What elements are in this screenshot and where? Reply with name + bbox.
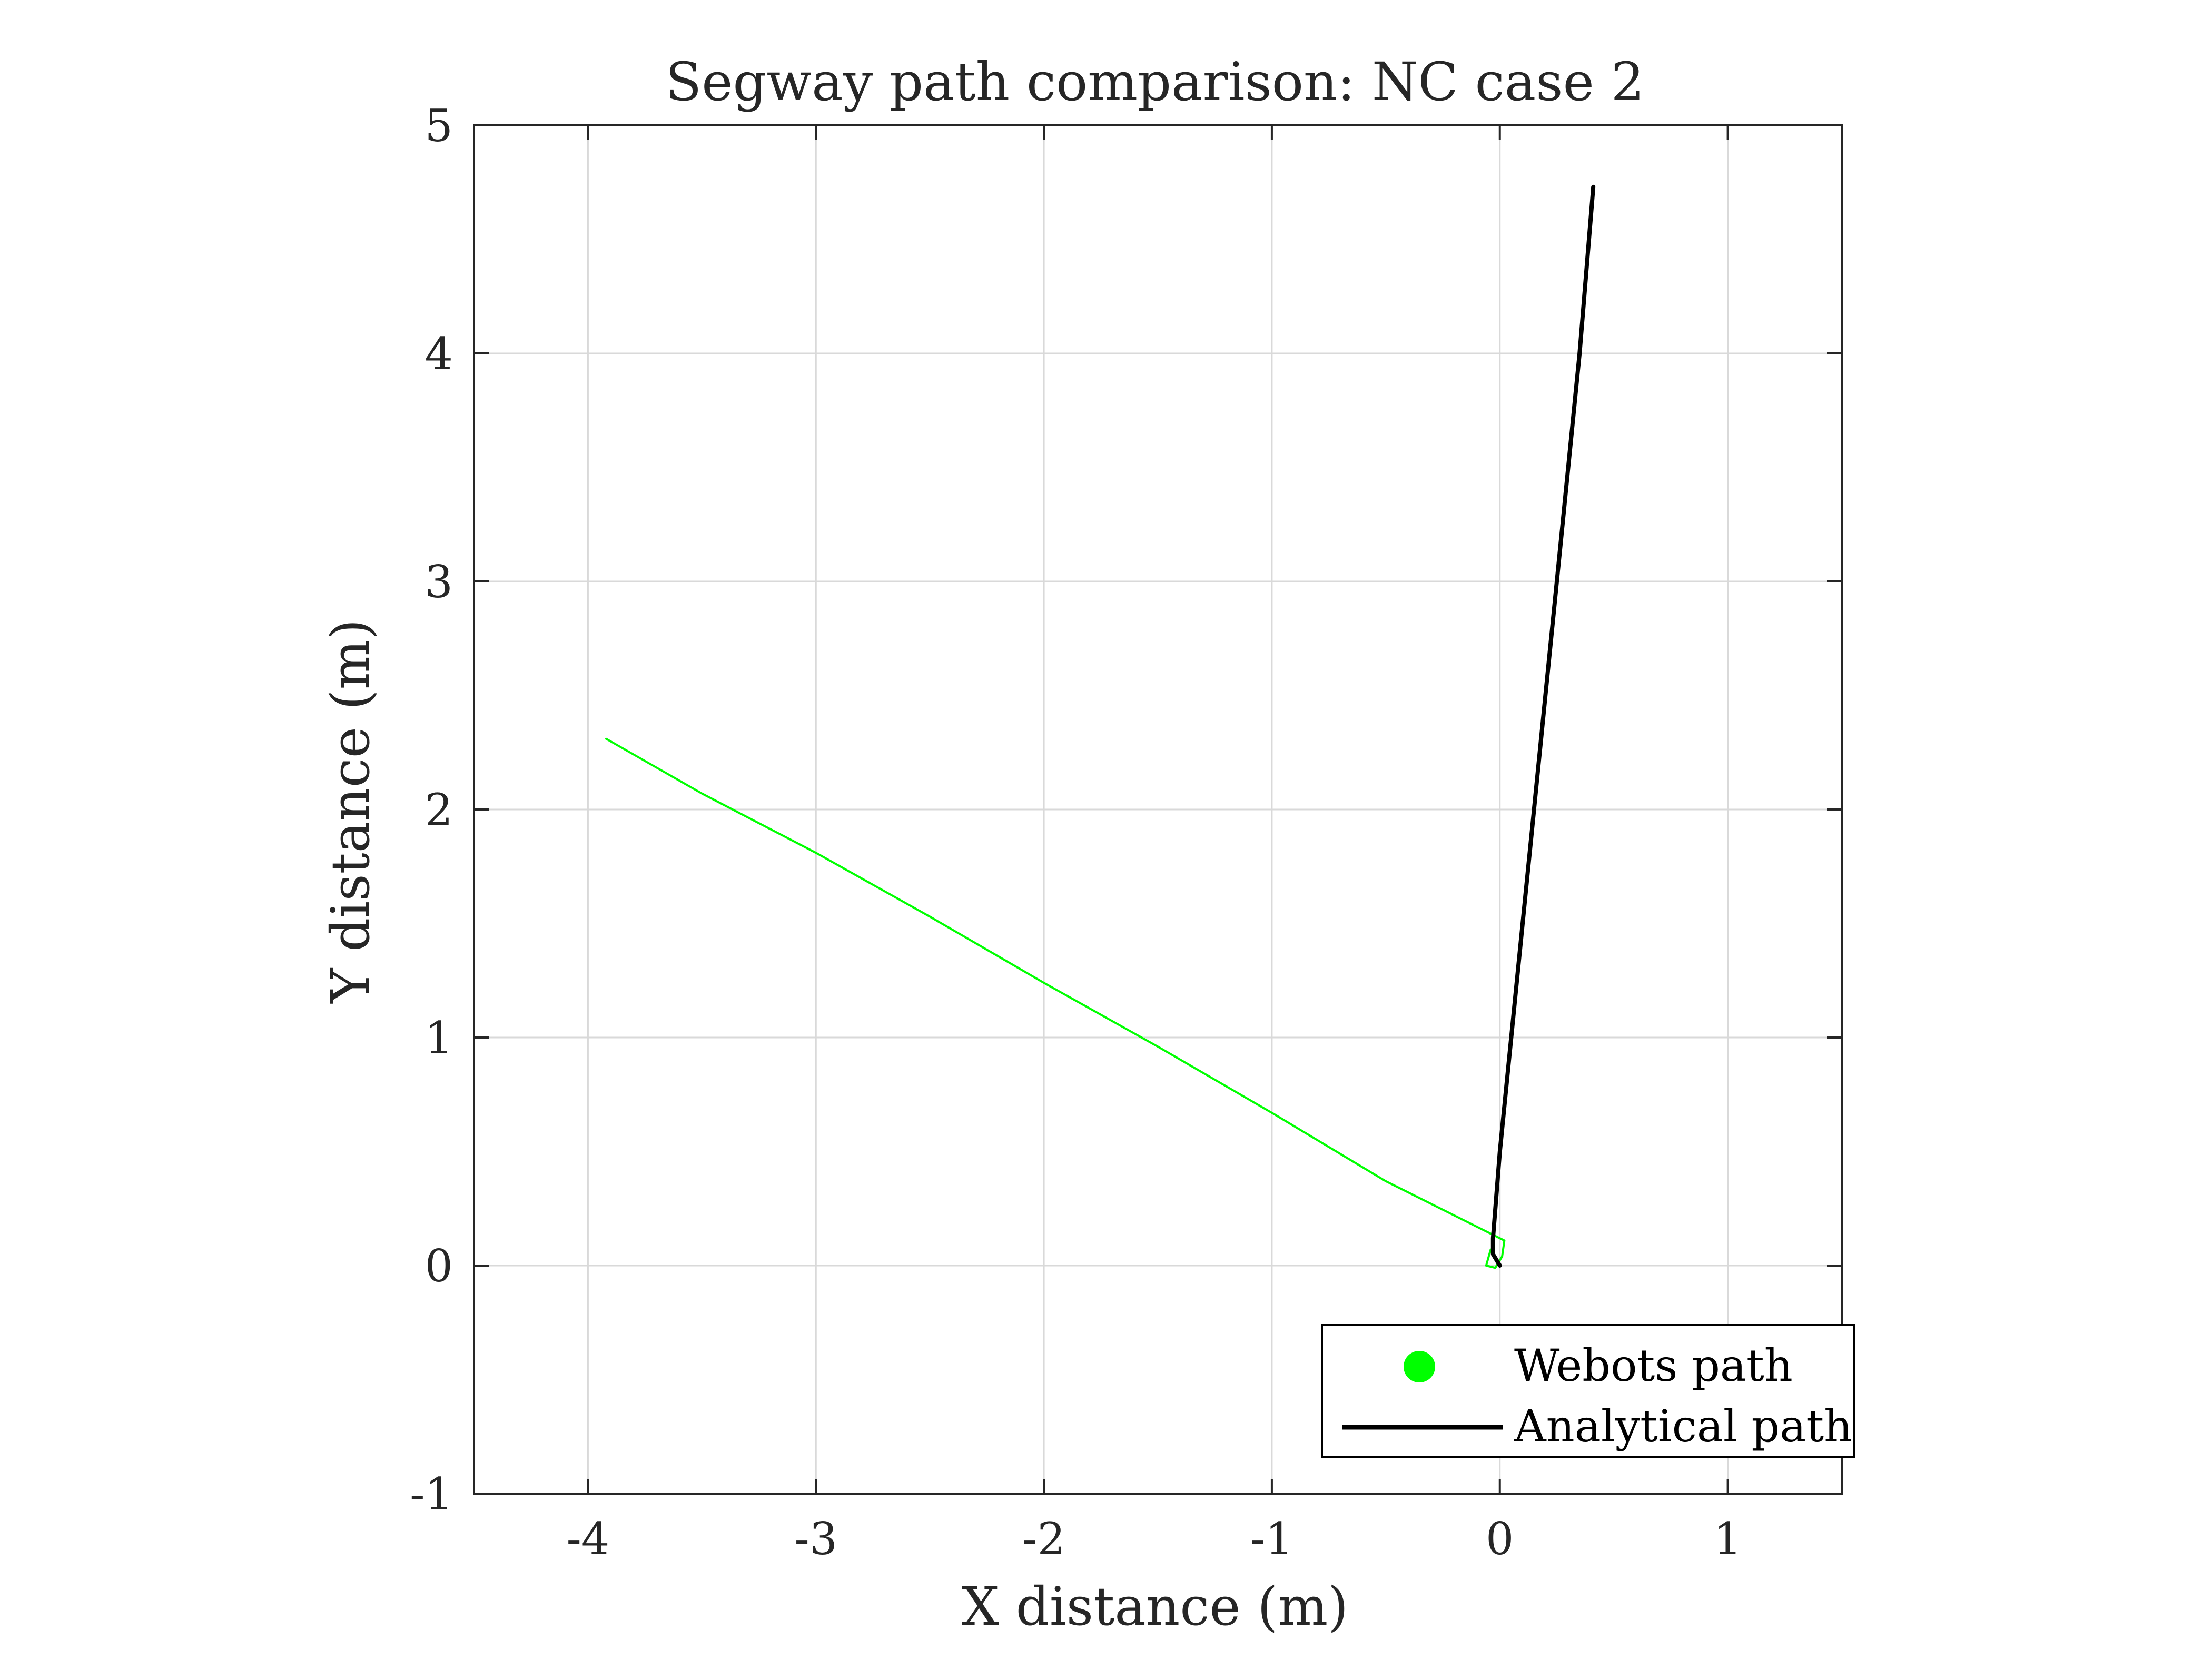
x-tick-label: -1 <box>1250 1513 1293 1565</box>
legend-marker-webots <box>1404 1351 1435 1382</box>
y-tick-label: 3 <box>425 556 453 608</box>
ticks: -4 -3 -2 -1 0 1 -1 0 1 2 3 4 5 <box>410 100 1842 1565</box>
series-line-webots-path <box>605 737 1506 1269</box>
series-layer <box>605 184 1596 1269</box>
x-tick-label: -3 <box>794 1513 837 1565</box>
legend: Webots path Analytical path <box>1321 1324 1855 1458</box>
x-tick-label: 1 <box>1714 1513 1742 1565</box>
x-tick-label: 0 <box>1486 1513 1514 1565</box>
y-tick-label: 0 <box>425 1240 453 1292</box>
y-tick-label: 4 <box>425 328 453 380</box>
y-tick-label: 5 <box>425 100 453 152</box>
y-tick-label: 1 <box>425 1012 453 1064</box>
x-tick-label: -2 <box>1022 1513 1065 1565</box>
series-line-analytical-path <box>1490 184 1596 1268</box>
x-tick-label: -4 <box>567 1513 610 1565</box>
y-tick-label: -1 <box>410 1468 453 1520</box>
x-axis-label: X distance (m) <box>962 1576 1348 1637</box>
legend-label-webots: Webots path <box>1514 1340 1793 1391</box>
y-tick-label: 2 <box>425 784 453 836</box>
y-axis-label: Y distance (m) <box>320 619 381 1004</box>
chart-title: Segway path comparison: NC case 2 <box>666 51 1644 113</box>
legend-box <box>1321 1324 1855 1458</box>
legend-label-analytical: Analytical path <box>1514 1400 1852 1452</box>
